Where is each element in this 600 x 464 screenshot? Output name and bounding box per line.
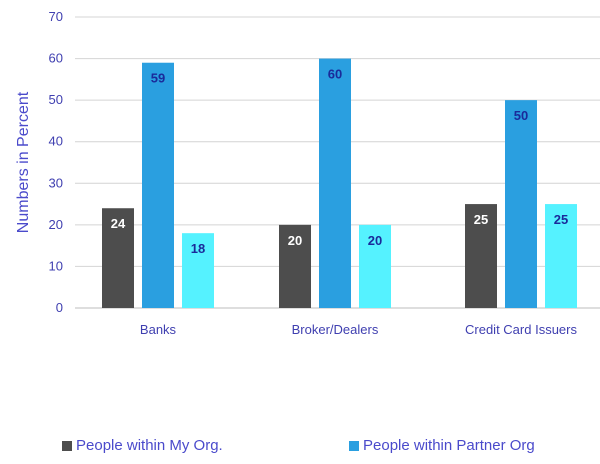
data-label: 24 — [111, 216, 126, 231]
y-axis-ticks: 0 10 20 30 40 50 60 70 — [49, 9, 63, 315]
bar — [102, 208, 134, 308]
y-tick-label: 50 — [49, 92, 63, 107]
bar — [142, 62, 174, 308]
bar — [279, 224, 311, 308]
data-label: 59 — [151, 71, 165, 86]
x-category-label: Credit Card Issuers — [465, 322, 577, 337]
legend-swatch — [62, 440, 72, 451]
bar-chart: 0 10 20 30 40 50 60 70 Numbers in Percent 24 59 1… — [15, 9, 600, 337]
y-tick-label: 10 — [49, 258, 63, 273]
bar — [505, 100, 537, 309]
data-label: 60 — [328, 67, 342, 82]
legend-item: People within My Org. — [62, 437, 223, 454]
legend-label: People within Partner Org — [363, 437, 535, 454]
legend-item: People within Partner Org — [349, 437, 535, 454]
x-category-label: Banks — [140, 322, 177, 337]
data-label: 18 — [191, 241, 205, 256]
bars: 24 59 18 20 60 20 25 50 25 — [102, 58, 577, 309]
y-tick-label: 60 — [49, 51, 63, 66]
y-tick-label: 70 — [49, 9, 63, 24]
bar — [545, 204, 577, 308]
data-label: 25 — [474, 212, 488, 227]
y-tick-label: 20 — [49, 217, 63, 232]
y-tick-label: 40 — [49, 134, 63, 149]
legend-swatch — [349, 440, 359, 451]
x-category-label: Broker/Dealers — [292, 322, 379, 337]
bar — [319, 58, 351, 309]
data-label: 25 — [554, 212, 568, 227]
data-label: 20 — [288, 233, 302, 248]
bar — [465, 204, 497, 308]
y-tick-label: 30 — [49, 175, 63, 190]
data-label: 50 — [514, 108, 528, 123]
bar — [359, 224, 391, 308]
data-label: 20 — [368, 233, 382, 248]
legend-label: People within My Org. — [76, 437, 223, 454]
y-tick-label: 0 — [56, 300, 63, 315]
x-axis-categories: Banks Broker/Dealers Credit Card Issuers — [140, 322, 578, 337]
legend: People within My Org. People within Partn… — [0, 437, 600, 457]
y-axis-label: Numbers in Percent — [15, 91, 32, 233]
bar — [182, 233, 214, 308]
